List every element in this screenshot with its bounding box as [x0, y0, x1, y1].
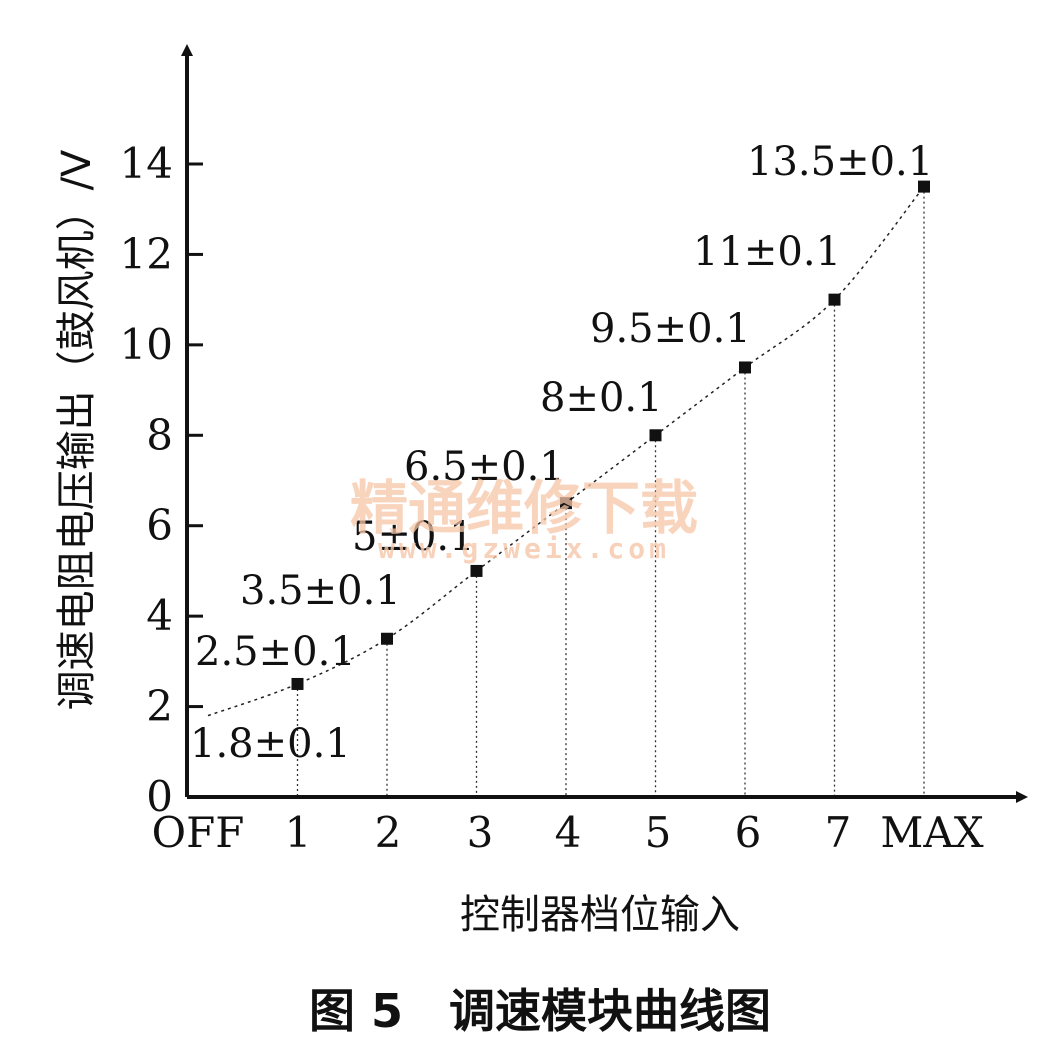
y-axis-title: 调速电阻电压输出（鼓风机）/V [54, 149, 100, 710]
drop-lines [296, 186, 925, 797]
data-label: 5±0.1 [352, 514, 475, 560]
x-tick-label: 1 [285, 808, 312, 857]
x-axis-title: 控制器档位输入 [460, 892, 740, 938]
data-label: 6.5±0.1 [404, 444, 565, 490]
data-point-marker [560, 497, 572, 510]
x-tick-label: 5 [645, 808, 672, 857]
data-point-marker [381, 632, 393, 645]
y-tick-label: 2 [146, 682, 173, 731]
y-tick-label: 6 [146, 501, 173, 550]
markers [291, 180, 930, 690]
data-point-marker [739, 361, 751, 374]
data-label: 13.5±0.1 [747, 139, 933, 185]
y-tick-label: 12 [120, 229, 173, 278]
data-label: 3.5±0.1 [240, 568, 401, 614]
x-tick-label: 4 [555, 808, 582, 857]
data-label: 1.8±0.1 [190, 721, 351, 767]
data-label: 11±0.1 [693, 229, 841, 275]
x-tick-label: 3 [467, 808, 494, 857]
y-tick-label: 10 [120, 320, 173, 369]
x-tick-label: OFF [152, 808, 245, 857]
point-labels: 1.8±0.1 2.5±0.1 3.5±0.1 5±0.1 6.5±0.1 8±0.1 9.… [190, 139, 933, 767]
data-point-marker [828, 293, 841, 306]
data-point-marker [291, 677, 304, 690]
y-tick-label: 14 [120, 139, 173, 188]
data-point-marker [649, 429, 662, 442]
y-tick-label: 4 [146, 591, 173, 640]
x-tick-label: 6 [735, 808, 762, 857]
y-tick-label: 8 [146, 410, 173, 459]
series-line [207, 186, 925, 717]
y-ticks: 0 2 4 6 8 10 12 14 [120, 139, 203, 821]
watermark-url: www.gzweix.com [378, 532, 670, 565]
x-tick-label: MAX [880, 808, 983, 857]
data-label: 9.5±0.1 [590, 306, 751, 352]
data-label: 8±0.1 [540, 375, 663, 421]
watermark-text: 精通维修下载 [350, 474, 698, 542]
x-tick-label: 2 [375, 808, 402, 857]
x-ticks: OFF 1 2 3 4 5 6 7 MAX [152, 808, 984, 857]
x-tick-label: 7 [825, 808, 852, 857]
figure-caption: 图 5 调速模块曲线图 [309, 984, 771, 1038]
data-point-marker [470, 564, 483, 577]
data-point-marker [918, 180, 930, 193]
data-label: 2.5±0.1 [195, 629, 356, 675]
y-tick-label: 0 [146, 772, 173, 821]
